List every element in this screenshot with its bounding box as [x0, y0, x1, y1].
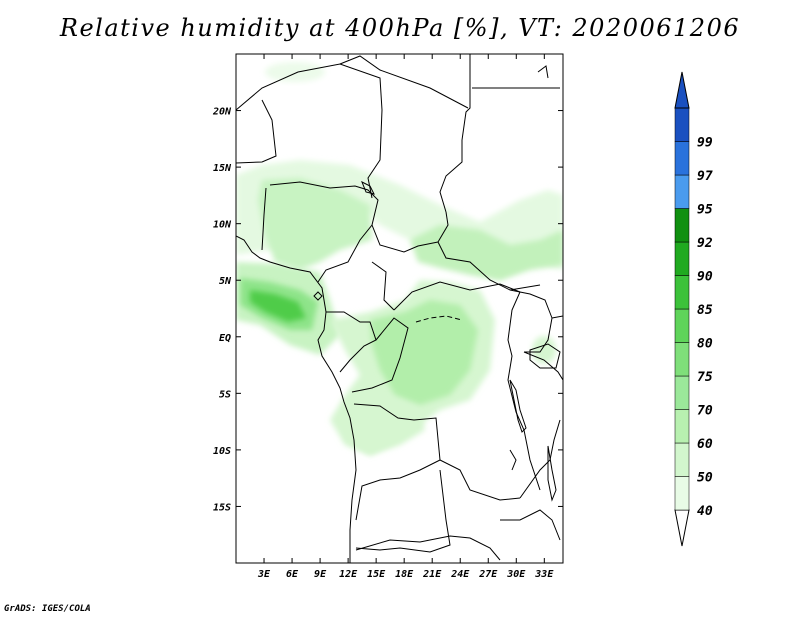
grads-credit: GrADS: IGES/COLA — [4, 604, 91, 614]
coastline-west — [236, 235, 357, 563]
border-benin — [261, 187, 267, 251]
colorbar-label: 50 — [697, 471, 713, 486]
border-angola — [355, 459, 441, 521]
colorbar: 40 50 60 70 75 80 85 90 92 95 97 99 — [674, 71, 713, 547]
map-frame — [235, 53, 564, 564]
colorbar-label: 85 — [697, 303, 713, 318]
colorbar-label: 60 — [697, 437, 713, 452]
lon-tick-label: 30E — [506, 569, 526, 580]
colorbar-label: 90 — [697, 270, 713, 285]
lon-tick-label: 6E — [286, 569, 299, 580]
colorbar-label: 97 — [697, 169, 713, 184]
lat-tick-label: EQ — [219, 333, 231, 344]
colorbar-over-triangle — [674, 71, 690, 109]
coast-sinai — [537, 65, 549, 79]
island-bioko — [313, 291, 323, 301]
lon-tick-label: 3E — [257, 569, 271, 580]
lake-victoria — [529, 343, 561, 369]
border-egypt — [439, 54, 471, 213]
colorbar-label: 95 — [697, 203, 713, 218]
border-gabon — [326, 311, 377, 373]
border-namibia — [355, 535, 501, 561]
colorbar-segment — [674, 107, 690, 142]
lon-tick-label: 24E — [450, 569, 470, 580]
border-nigeria — [269, 181, 379, 283]
humidity-region-car — [410, 225, 563, 280]
colorbar-segment — [674, 476, 690, 511]
lat-tick-label: 20N — [212, 107, 232, 118]
longitude-ticks: 3E 6E 9E 12E 15E 18E 21E 24E 27E 30E 33E — [257, 54, 554, 580]
border-drc-east — [507, 291, 541, 491]
lon-tick-label: 12E — [339, 569, 358, 580]
colorbar-segment — [674, 275, 690, 310]
border-malawi — [519, 419, 561, 499]
lat-tick-label: 10S — [213, 446, 231, 457]
lon-tick-label: 9E — [314, 569, 327, 580]
colorbar-segment — [674, 308, 690, 343]
border-mozambique — [500, 509, 561, 541]
humidity-field — [236, 62, 563, 455]
lake-tanganyika — [509, 379, 527, 433]
colorbar-label: 92 — [697, 236, 713, 251]
lon-tick-label: 27E — [478, 569, 498, 580]
humidity-region-angola — [345, 398, 425, 455]
colorbar-under-triangle — [674, 509, 690, 547]
humidity-region-nigeria — [258, 178, 372, 270]
country-borders — [236, 54, 563, 563]
border-congo — [351, 317, 409, 393]
lat-tick-label: 15N — [213, 163, 232, 174]
lake-chad — [361, 180, 375, 195]
border-car-south — [393, 281, 521, 311]
colorbar-segment — [674, 241, 690, 276]
border-chad-south — [371, 224, 439, 253]
colorbar-segment — [674, 409, 690, 444]
lake-malawi — [547, 445, 557, 502]
lon-tick-label: 21E — [422, 569, 442, 580]
border-north-3 — [339, 55, 469, 109]
colorbar-segment — [674, 375, 690, 410]
lon-tick-label: 18E — [395, 569, 414, 580]
colorbar-label: 80 — [697, 337, 713, 352]
border-north-1 — [236, 63, 383, 199]
humidity-cell-north — [265, 62, 325, 82]
colorbar-segment — [674, 208, 690, 243]
humidity-region-congo-core — [370, 300, 478, 405]
colorbar-segment — [674, 442, 690, 477]
colorbar-label: 75 — [697, 370, 713, 385]
lat-tick-label: 5N — [219, 276, 232, 287]
colorbar-label: 70 — [697, 404, 713, 419]
colorbar-label: 99 — [697, 136, 713, 151]
colorbar-segment — [674, 342, 690, 377]
colorbar-segment — [674, 174, 690, 209]
border-chad-sudan — [437, 211, 541, 291]
latitude-ticks: 20N 15N 10N 5N EQ 5S 10S 15S — [212, 107, 563, 513]
border-kenya — [551, 315, 563, 319]
lat-tick-label: 5S — [219, 389, 231, 400]
colorbar-segment — [674, 141, 690, 176]
border-cameroon-car — [371, 261, 395, 311]
border-drc-south — [353, 403, 521, 501]
lake-mweru — [509, 449, 517, 471]
border-north-2 — [236, 99, 277, 164]
border-tanzania — [523, 351, 563, 381]
lon-tick-label: 15E — [367, 569, 386, 580]
humidity-cell-lake-victoria — [532, 336, 556, 364]
colorbar-label: 40 — [697, 504, 713, 519]
lat-tick-label: 10N — [213, 220, 232, 231]
map-title: Relative humidity at 400hPa [%], VT: 202… — [59, 14, 741, 42]
border-zambia — [355, 469, 451, 553]
lat-tick-label: 15S — [213, 502, 231, 513]
humidity-region-gulf-peak — [250, 290, 306, 322]
lon-tick-label: 33E — [534, 569, 554, 580]
